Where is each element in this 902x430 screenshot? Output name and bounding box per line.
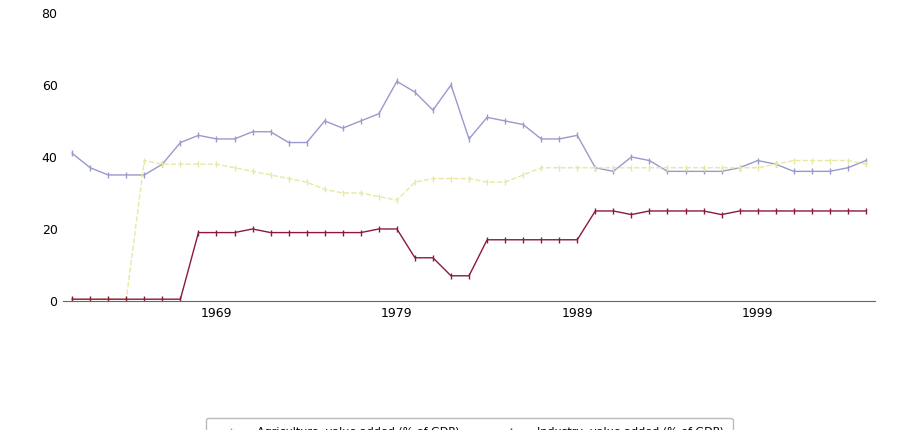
Legend: Agriculture, value added (% of GDP), Services, etc., value added (% of GDP), Ind: Agriculture, value added (% of GDP), Ser… (206, 418, 732, 430)
